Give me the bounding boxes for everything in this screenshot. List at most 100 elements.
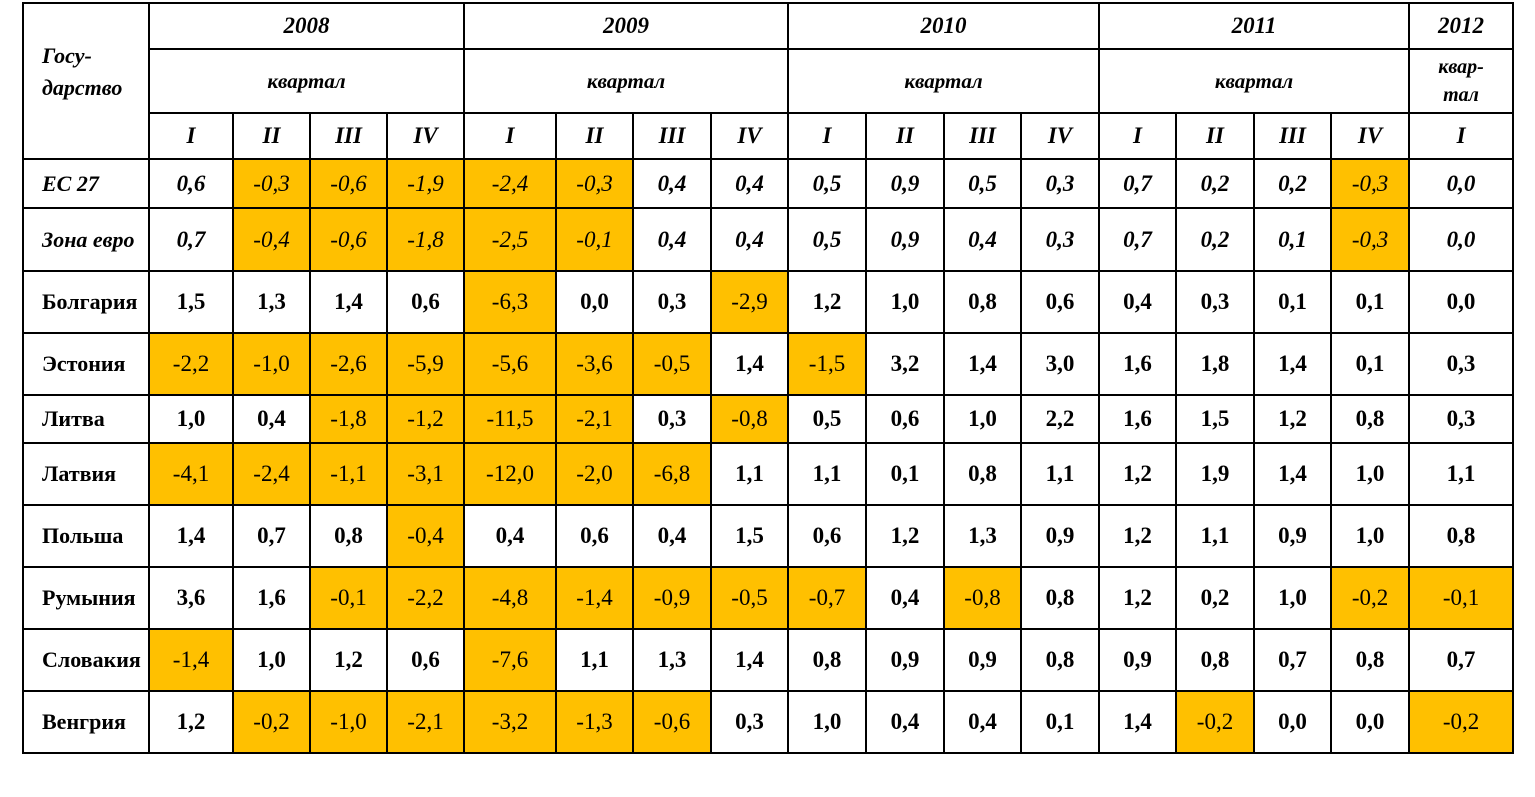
country-label: ЕС 27 <box>22 158 150 209</box>
value-cell: 1,0 <box>232 628 311 692</box>
value-cell: 1,4 <box>148 504 234 568</box>
year-header: 2011 <box>1097 2 1411 50</box>
quarter-header: IV <box>710 112 789 160</box>
value-cell: 1,5 <box>148 270 234 334</box>
value-cell: 0,0 <box>1253 690 1332 754</box>
value-cell-negative: -2,5 <box>463 207 557 272</box>
value-cell-negative: -2,2 <box>148 332 234 396</box>
value-cell: 0,2 <box>1175 566 1255 630</box>
year-header: 2008 <box>148 2 465 50</box>
value-cell: 0,8 <box>787 628 867 692</box>
value-cell: 1,6 <box>1098 394 1177 444</box>
value-cell: 1,4 <box>943 332 1022 396</box>
value-cell-negative: -0,8 <box>943 566 1022 630</box>
value-cell: 0,8 <box>1408 504 1515 568</box>
value-cell: 0,4 <box>632 504 712 568</box>
country-label: Болгария <box>22 270 150 334</box>
value-cell-negative: -5,9 <box>386 332 465 396</box>
year-header: 2010 <box>787 2 1100 50</box>
value-cell: 0,4 <box>632 158 712 209</box>
value-cell-negative: -12,0 <box>463 442 557 506</box>
value-cell: 0,9 <box>1098 628 1177 692</box>
value-cell: 0,3 <box>1020 158 1100 209</box>
quarter-header: II <box>865 112 945 160</box>
table-row: Словакия -1,4 1,0 1,2 0,6 -7,6 1,1 1,3 1,4 0,8 0,9… <box>22 628 1515 692</box>
country-label: Зона евро <box>22 207 150 272</box>
value-cell: 1,0 <box>1253 566 1332 630</box>
value-cell: 0,5 <box>787 158 867 209</box>
quarter-group-header: квар-тал <box>1408 48 1515 114</box>
value-cell: 1,0 <box>1329 504 1411 568</box>
quarter-header: I <box>148 112 234 160</box>
value-cell: 0,3 <box>1408 394 1515 444</box>
value-cell-negative: -2,6 <box>309 332 388 396</box>
value-cell-negative: -0,2 <box>232 690 311 754</box>
value-cell-negative: -1,8 <box>386 207 465 272</box>
value-cell-negative: -2,9 <box>710 270 789 334</box>
value-cell: 1,4 <box>309 270 388 334</box>
value-cell: 1,4 <box>710 332 789 396</box>
value-cell-negative: -3,1 <box>386 442 465 506</box>
value-cell: 0,8 <box>943 270 1022 334</box>
value-cell: 0,0 <box>1329 690 1411 754</box>
value-cell: 0,5 <box>787 394 867 444</box>
value-cell: 0,1 <box>865 442 945 506</box>
value-cell: 0,5 <box>943 158 1022 209</box>
value-cell: 0,9 <box>865 207 945 272</box>
value-cell-negative: -1,3 <box>555 690 634 754</box>
value-cell: 1,1 <box>1020 442 1100 506</box>
value-cell-negative: -0,2 <box>1175 690 1255 754</box>
country-label: Литва <box>22 394 150 444</box>
value-cell: 1,2 <box>1098 504 1177 568</box>
quarter-header: IV <box>386 112 465 160</box>
value-cell-negative: -1,9 <box>386 158 465 209</box>
quarter-header: I <box>1408 112 1515 160</box>
value-cell-negative: -0,5 <box>632 332 712 396</box>
value-cell: 0,1 <box>1329 332 1411 396</box>
value-cell: 0,0 <box>1408 270 1515 334</box>
value-cell: 1,6 <box>232 566 311 630</box>
value-cell: 0,8 <box>309 504 388 568</box>
value-cell-negative: -3,2 <box>463 690 557 754</box>
value-cell: 0,6 <box>555 504 634 568</box>
value-cell: 0,3 <box>710 690 789 754</box>
quarter-header: III <box>309 112 388 160</box>
value-cell: 1,1 <box>1408 442 1515 506</box>
value-cell-negative: -0,3 <box>555 158 634 209</box>
quarter-header: III <box>1253 112 1332 160</box>
value-cell: 0,1 <box>1329 270 1411 334</box>
quarter-header: II <box>1175 112 1255 160</box>
value-cell: 0,8 <box>1175 628 1255 692</box>
value-cell: 1,1 <box>555 628 634 692</box>
value-cell: 0,4 <box>865 690 945 754</box>
value-cell: 1,1 <box>1175 504 1255 568</box>
value-cell: 0,5 <box>787 207 867 272</box>
table-row: Румыния 3,6 1,6 -0,1 -2,2 -4,8 -1,4 -0,9 -0,5 -0,… <box>22 566 1515 630</box>
value-cell: 0,6 <box>865 394 945 444</box>
value-cell-negative: -0,2 <box>1329 566 1411 630</box>
value-cell: 0,8 <box>1020 628 1100 692</box>
country-label: Польша <box>22 504 150 568</box>
value-cell-negative: -2,1 <box>386 690 465 754</box>
value-cell-negative: -2,2 <box>386 566 465 630</box>
value-cell: 0,1 <box>1020 690 1100 754</box>
value-cell: 0,8 <box>1329 394 1411 444</box>
value-cell-negative: -0,3 <box>1329 158 1411 209</box>
value-cell: 0,0 <box>1408 158 1515 209</box>
table-row: Латвия -4,1 -2,4 -1,1 -3,1 -12,0 -2,0 -6,8 1,1 1,… <box>22 442 1515 506</box>
quarter-header: IV <box>1329 112 1411 160</box>
value-cell-negative: -0,3 <box>1329 207 1411 272</box>
value-cell: 1,2 <box>1253 394 1332 444</box>
value-cell-negative: -0,3 <box>232 158 311 209</box>
value-cell: 0,7 <box>1098 158 1177 209</box>
value-cell: 1,8 <box>1175 332 1255 396</box>
quarter-header: I <box>787 112 867 160</box>
value-cell: 1,0 <box>148 394 234 444</box>
value-cell: 0,9 <box>943 628 1022 692</box>
value-cell-negative: -11,5 <box>463 394 557 444</box>
value-cell: 1,1 <box>787 442 867 506</box>
value-cell: 0,3 <box>1020 207 1100 272</box>
value-cell: 1,2 <box>309 628 388 692</box>
quarter-group-header: квартал <box>787 48 1100 114</box>
value-cell: 0,3 <box>1175 270 1255 334</box>
